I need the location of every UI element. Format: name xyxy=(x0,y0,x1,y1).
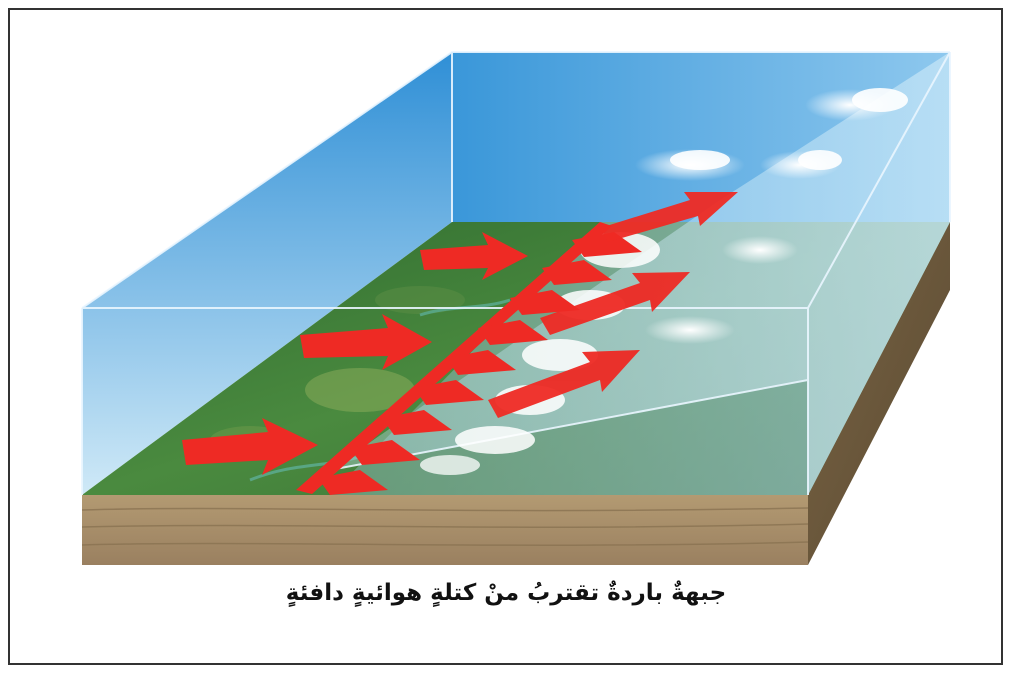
red-arrow-icon xyxy=(182,418,318,475)
red-arrow-icon xyxy=(300,314,432,370)
cloud-icon xyxy=(635,149,745,181)
cloud-icon xyxy=(420,455,480,475)
cloud-icon xyxy=(722,236,798,264)
diagram-caption: جبهةٌ باردةٌ تقتربُ منْ كتلةٍ هوائيةٍ دا… xyxy=(285,580,727,606)
red-arrow-icon xyxy=(488,350,640,418)
red-arrow-icon xyxy=(420,232,528,280)
soil-strata xyxy=(81,507,809,546)
cold-air-arrows xyxy=(182,232,528,475)
cloud-icon xyxy=(805,88,908,121)
cloud-icon xyxy=(760,150,842,179)
soil-front-face xyxy=(82,495,808,565)
soil-side-face xyxy=(808,222,950,565)
warm-air-arrows xyxy=(488,192,738,418)
cloud-icon xyxy=(455,426,535,454)
cold-front-line-icon xyxy=(296,222,642,495)
cloud-icon xyxy=(645,316,735,344)
red-arrow-icon xyxy=(540,272,690,335)
sky-left-wall xyxy=(82,52,452,495)
box-edges xyxy=(81,51,951,495)
red-arrow-icon xyxy=(600,192,738,242)
cloud-icon xyxy=(522,339,598,371)
